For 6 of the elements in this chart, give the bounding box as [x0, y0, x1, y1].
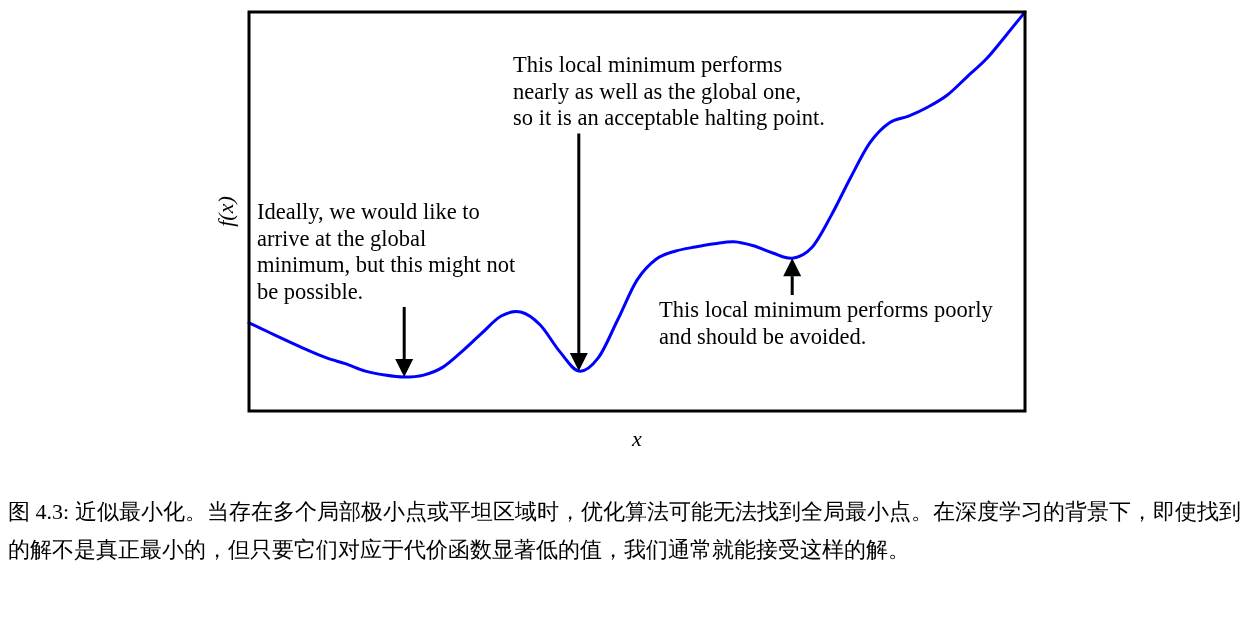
y-axis-title: f(x) [213, 196, 238, 227]
caption: 图 4.3: 近似最小化。当存在多个局部极小点或平坦区域时，优化算法可能无法找到全局最小点。在深度学习的背景下，即使找到的解不是真正最小的，但只要它们对应于代价函数显著低的值，我们通常就能接受这样的解。 [8, 498, 1242, 564]
x-axis-title: x [631, 426, 643, 451]
annotation: This local minimum performs poorly and should be avoided. [659, 297, 994, 350]
annotation: Ideally, we would like to arrive at the global minimum, but this might not be possible. [257, 199, 517, 305]
annotation: This local minimum performs nearly as well as the global one, so it is an acceptable halting point. [513, 52, 825, 132]
